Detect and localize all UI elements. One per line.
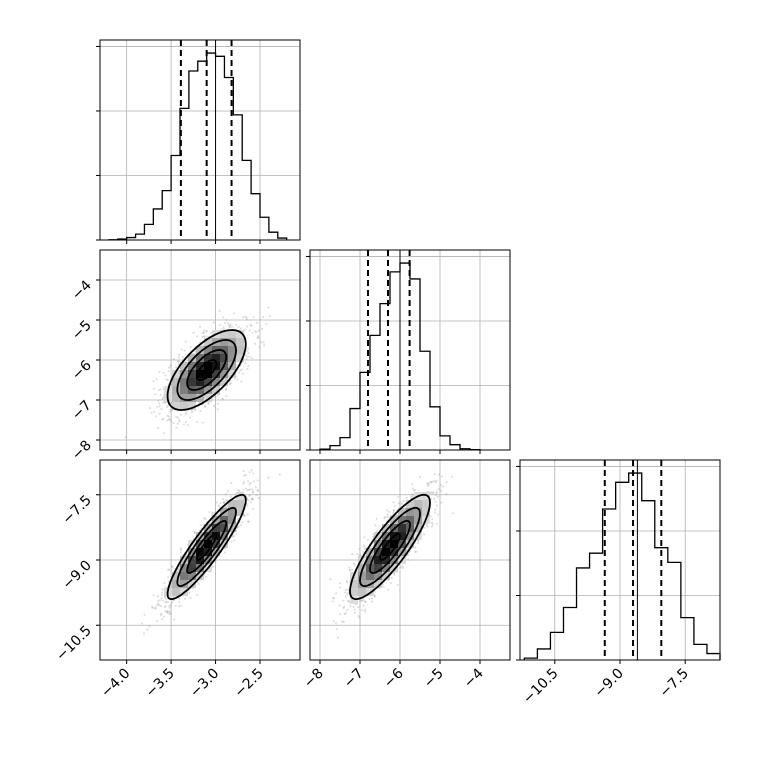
panel-frame-p0	[99, 249, 301, 451]
xtick-label-2-1: −9.0	[591, 666, 626, 701]
contour-1-1	[186, 520, 228, 574]
xtick-label-0-1: −3.5	[143, 666, 178, 701]
ytick-label-1-2: −6	[69, 357, 95, 383]
contour-0-2	[176, 339, 237, 401]
contour-2-2	[359, 506, 421, 588]
hist-panel-0	[96, 39, 301, 241]
panel-frame-p2	[309, 459, 511, 661]
ytick-label-2-2: −7.5	[59, 492, 94, 527]
ytick-label-1-3: −5	[69, 318, 95, 344]
xtick-label-1-2: −6	[381, 665, 407, 691]
contour-0-0	[196, 359, 218, 381]
density-shading-0	[164, 330, 244, 410]
xtick-label-0-2: −3.0	[187, 666, 222, 701]
contour-1-3	[166, 493, 247, 600]
xtick-label-0-3: −2.5	[231, 666, 266, 701]
contour-2-3	[349, 493, 431, 601]
ytick-label-1-0: −8	[69, 438, 95, 464]
contour-2-0	[379, 533, 401, 561]
pair-panel-2	[309, 459, 511, 661]
xtick-label-2-2: −7.5	[657, 666, 692, 701]
ytick-label-1-1: −7	[69, 398, 95, 424]
contour-2-1	[369, 520, 411, 574]
xtick-label-2-0: −10.5	[520, 666, 562, 708]
ytick-label-2-1: −9.0	[59, 558, 94, 593]
panel-frame-diag-0	[99, 39, 301, 241]
ytick-label-2-0: −10.5	[53, 623, 95, 665]
contour-1-2	[176, 506, 237, 588]
hist-panel-1	[306, 249, 511, 451]
histogram-2	[523, 472, 721, 660]
contour-0-3	[166, 329, 247, 411]
xtick-label-1-0: −8	[301, 666, 327, 692]
hist-panel-2	[516, 459, 721, 661]
panel-frame-diag-1	[309, 249, 511, 451]
xtick-label-1-3: −5	[421, 666, 447, 692]
xtick-label-1-1: −7	[341, 666, 367, 692]
contour-0-1	[186, 349, 228, 391]
pair-panel-0	[99, 249, 301, 451]
xtick-label-1-4: −4	[461, 665, 487, 691]
ytick-label-1-4: −4	[69, 277, 95, 303]
histogram-0	[108, 52, 288, 241]
contour-1-0	[196, 533, 218, 561]
pair-panel-1	[99, 459, 301, 661]
xtick-label-0-0: −4.0	[98, 666, 133, 701]
